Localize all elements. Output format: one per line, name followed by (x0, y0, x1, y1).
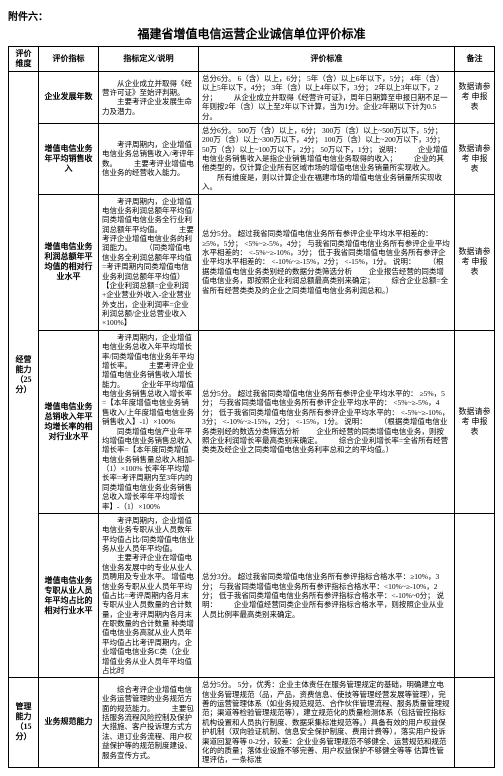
indicator-cell: 增值电信业务总销收入年平均增长率的相对行业水平 (39, 330, 99, 513)
criteria-cell: 总分3分。 超过我省同类增值电信业务所有参评指标合格水平：≥10%，3分； 与我… (199, 513, 455, 677)
table-row: 增值电信业务专职从业人员年平均占比的相对行业水平 考评周期内，企业增值电信业务专… (9, 513, 495, 677)
table-row: 管理能力 （15分） 业务规范能力 综合考评企业增值电信业务运营管理的业务规范方… (9, 678, 495, 767)
table-header-row: 评价维度 评价指标 指标定义/说明 评价标准 备注 (9, 47, 495, 72)
definition-cell: 从企业成立并取得《经营许可证》至始评判期。 主要考评企业发展生命力及潜力。 (99, 72, 199, 124)
criteria-cell: 总分5分。 超过我省同类增值电信业务所有参评企业平均水平的： ≥5%，5分； 与… (199, 330, 455, 513)
definition-cell: 综合考评企业增值电信业务运营管理的业务规范方面的规范能力。 主要包括服务流程风险… (99, 678, 199, 767)
remark-cell (455, 678, 495, 767)
definition-cell: 考评周期内，企业增值电信业务利润总额年平均值/同类增值电信业务全行业利润总额年平… (99, 194, 199, 330)
table-row: 增值电信业务利润总额年平均值的相对行业水平 考评周期内，企业增值电信业务利润总额… (9, 194, 495, 330)
table-row: 经营能力 （25分） 企业发展年数 从企业成立并取得《经营许可证》至始评判期。 … (9, 72, 495, 124)
col-definition: 指标定义/说明 (99, 47, 199, 72)
dimension-biz-ability: 经营能力 （25分） (9, 72, 39, 678)
criteria-cell: 总分5分。 超过我省同类增值电信业务所有参评企业平均水平相差的： ≥5%，5分；… (199, 194, 455, 330)
indicator-cell: 增值电信业务利润总额年平均值的相对行业水平 (39, 194, 99, 330)
indicator-cell: 增值电信业务年平均销售收入 (39, 123, 99, 194)
table-row: 增值电信业务总销收入年平均增长率的相对行业水平 考评周期内，企业增值电信业务总收… (9, 330, 495, 513)
remark-cell: 数据请参考 申报表 (455, 123, 495, 194)
definition-cell: 考评周期内，企业增值电信业务总收入年平均增长率/同类增值电信业务年平均增长率。 … (99, 330, 199, 513)
dimension-mgmt-ability: 管理能力 （15分） (9, 678, 39, 767)
indicator-cell: 业务规范能力 (39, 678, 99, 767)
remark-cell: 数据请参考 申报表 (455, 72, 495, 124)
remark-cell: 数据请参考 申报表 (455, 194, 495, 330)
col-remark: 备注 (455, 47, 495, 72)
table-row: 增值电信业务年平均销售收入 考评周期内，企业增值电信业务总销售收入/考评年数。 … (9, 123, 495, 194)
remark-cell: 数据请参考 申报表 (455, 330, 495, 513)
criteria-cell: 总分5分。 5分，优秀：企业主体责任在服务管理规定的基础，明确建立电信业务管理规… (199, 678, 455, 767)
criteria-cell: 总分6分。 500万（含）以上，6分； 300万（含）以上~500万以下，5分；… (199, 123, 455, 194)
definition-cell: 考评周期内，企业增值电信业务专职从业人员数年平均值占比/同类增值电信业务从业人员… (99, 513, 199, 677)
remark-cell (455, 513, 495, 677)
col-indicator: 评价指标 (39, 47, 99, 72)
criteria-cell: 总分6分。 6（含）以上，6分； 5年（含）以上6年以下，5分； 4年（含）以上… (199, 72, 455, 124)
attachment-label: 附件六： (8, 8, 495, 23)
indicator-cell: 增值电信业务专职从业人员年平均占比的相对行业水平 (39, 513, 99, 677)
col-criteria: 评价标准 (199, 47, 455, 72)
col-dimension: 评价维度 (9, 47, 39, 72)
indicator-cell: 企业发展年数 (39, 72, 99, 124)
definition-cell: 考评周期内，企业增值电信业务总销售收入/考评年数。 主要考评业增值电信业务的经营… (99, 123, 199, 194)
evaluation-table: 评价维度 评价指标 指标定义/说明 评价标准 备注 经营能力 （25分） 企业发… (8, 46, 495, 768)
main-title: 福建省增值电信运营企业诚信单位评价标准 (8, 25, 495, 42)
